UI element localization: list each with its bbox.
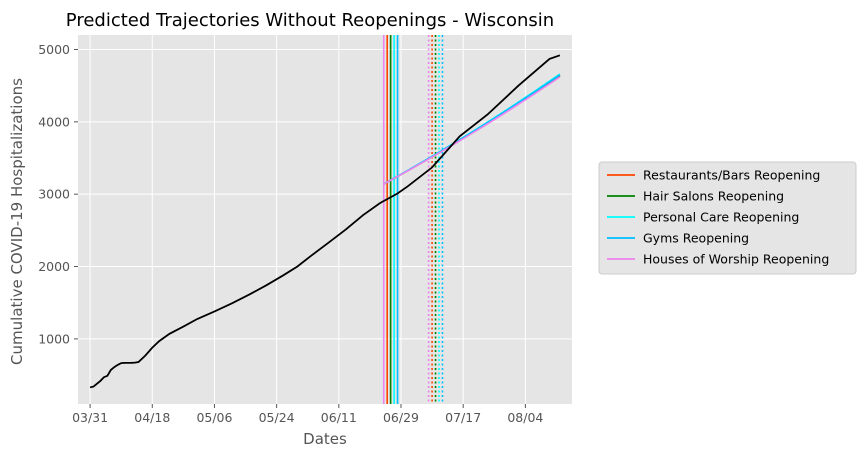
legend-box: [598, 161, 857, 275]
x-axis-ticks: 03/31 04/18 05/06 05/24 06/11 06/29 07/17 08/04: [72, 404, 543, 425]
legend-label: Restaurants/Bars Reopening: [643, 168, 820, 183]
x-tick-label: 06/29: [383, 410, 419, 425]
y-axis-ticks: 1000 2000 3000 4000 5000: [38, 42, 78, 346]
y-axis-label: Cumulative COVID-19 Hospitalizations: [8, 78, 26, 365]
y-tick-label: 3000: [38, 187, 70, 202]
chart-title: Predicted Trajectories Without Reopening…: [66, 10, 554, 31]
plot-background: [78, 35, 572, 404]
grid: [78, 35, 572, 404]
y-tick-label: 5000: [38, 42, 70, 57]
observed-series-line: [89, 54, 561, 389]
x-tick-label: 04/18: [134, 410, 170, 425]
predicted-series-line: [383, 76, 561, 185]
reopening-lines: [382, 35, 444, 404]
legend: Restaurants/Bars Reopening Hair Salons Re…: [598, 161, 857, 275]
legend-label: Houses of Worship Reopening: [643, 252, 829, 267]
x-tick-label: 08/04: [507, 410, 543, 425]
series-lines: [89, 54, 561, 389]
x-tick-label: 06/11: [321, 410, 357, 425]
y-tick-label: 4000: [38, 114, 70, 129]
legend-label: Gyms Reopening: [643, 231, 749, 246]
x-axis-label: Dates: [303, 430, 347, 448]
y-tick-label: 2000: [38, 259, 70, 274]
x-tick-label: 03/31: [72, 410, 108, 425]
x-tick-label: 07/17: [445, 410, 481, 425]
legend-label: Hair Salons Reopening: [643, 189, 784, 204]
legend-label: Personal Care Reopening: [643, 210, 799, 225]
y-tick-label: 1000: [38, 331, 70, 346]
x-tick-label: 05/06: [196, 410, 232, 425]
x-tick-label: 05/24: [259, 410, 295, 425]
